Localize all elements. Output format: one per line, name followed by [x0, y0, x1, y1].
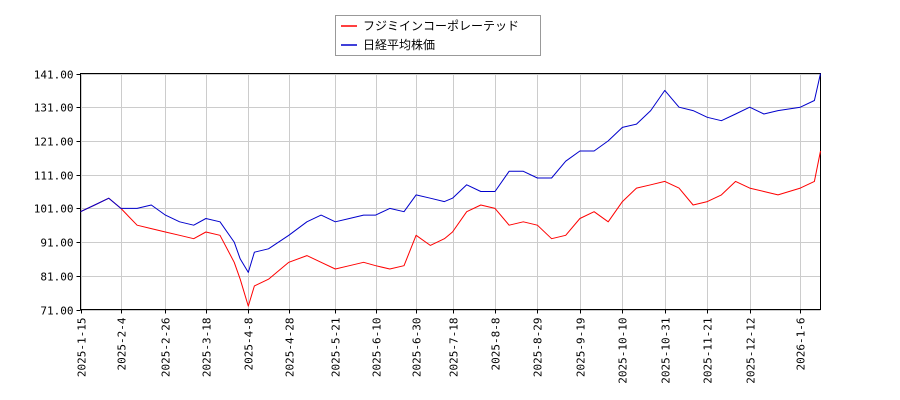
x-tick-label: 2025-9-19 — [575, 318, 588, 378]
x-tick-label: 2025-5-21 — [330, 318, 343, 378]
x-axis: 2025-1-15 2025-2-4 2025-2-26 2025-3-18 2025-… — [76, 309, 808, 384]
x-tick-label: 2025-7-18 — [448, 318, 461, 378]
x-tick-label: 2025-2-4 — [116, 317, 129, 370]
y-tick-label: 71.00 — [40, 305, 73, 318]
x-tick-label: 2025-11-21 — [702, 318, 715, 384]
series-lines — [80, 73, 821, 307]
x-tick-label: 2025-3-18 — [201, 318, 214, 378]
x-tick-label: 2025-10-31 — [660, 318, 673, 384]
y-tick-label: 81.00 — [40, 271, 73, 284]
x-tick-label: 2025-6-10 — [371, 318, 384, 378]
plot-area-border — [80, 73, 821, 310]
x-tick-label: 2025-2-26 — [160, 318, 173, 378]
series-line-1 — [80, 73, 821, 273]
x-tick-label: 2025-6-30 — [411, 318, 424, 378]
y-tick-label: 121.00 — [34, 136, 74, 149]
x-tick-label: 2025-4-8 — [243, 318, 256, 371]
x-tick-label: 2025-8-8 — [490, 318, 503, 371]
x-tick-label: 2025-8-29 — [532, 318, 545, 378]
y-tick-label: 91.00 — [40, 237, 73, 250]
grid-lines — [80, 73, 821, 311]
x-tick-label: 2025-4-28 — [284, 318, 297, 378]
x-tick-label: 2026-1-6 — [795, 318, 808, 371]
y-tick-label: 111.00 — [34, 170, 74, 183]
y-tick-label: 131.00 — [34, 102, 74, 115]
legend-entry-1: 日経平均株価 — [363, 37, 435, 52]
x-tick-label: 2025-10-10 — [617, 318, 630, 384]
series-line-0 — [80, 150, 821, 307]
x-tick-label: 2025-1-15 — [76, 318, 89, 378]
legend-box — [335, 15, 541, 56]
y-tick-label: 101.00 — [34, 203, 74, 216]
legend: フジミインコーポレーテッド 日経平均株価 — [335, 15, 541, 56]
legend-entry-0: フジミインコーポレーテッド — [363, 19, 519, 33]
x-tick-label: 2025-12-12 — [745, 318, 758, 384]
y-tick-label: 141.00 — [34, 69, 74, 82]
y-axis: 141.00 131.00 121.00 111.00 101.00 91.00 81.00… — [34, 69, 81, 318]
